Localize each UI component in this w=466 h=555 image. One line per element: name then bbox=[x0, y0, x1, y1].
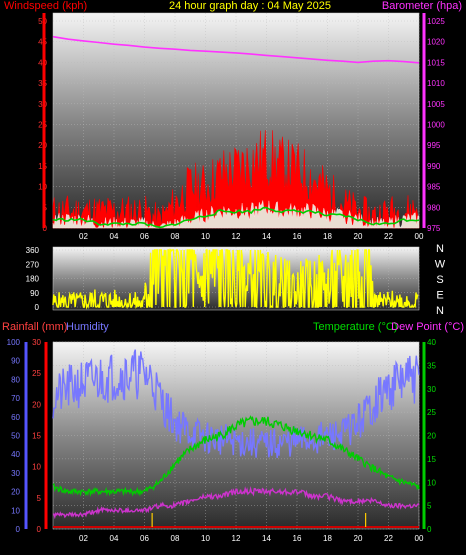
wind-x-tick-label: 14 bbox=[262, 232, 271, 241]
humidity-tick-label: 80 bbox=[11, 375, 20, 384]
wind-x-tick-label: 22 bbox=[384, 232, 393, 241]
rainfall-tick-label: 10 bbox=[32, 463, 41, 472]
temp-x-tick-label: 06 bbox=[140, 534, 149, 543]
wind-x-tick-label: 04 bbox=[110, 232, 119, 241]
windspeed-tick-label: 0 bbox=[43, 224, 48, 233]
temp-x-tick-label: 14 bbox=[262, 534, 271, 543]
humidity-tick-label: 50 bbox=[11, 432, 20, 441]
temperature-line bbox=[52, 415, 420, 497]
barometer-tick-label: 985 bbox=[427, 183, 441, 192]
windspeed-line bbox=[52, 130, 420, 229]
direction-tick-label: 180 bbox=[26, 275, 40, 284]
wind-x-tick-label: 08 bbox=[171, 232, 180, 241]
wind-x-tick-label: 02 bbox=[79, 232, 88, 241]
temperature-tick-label: 0 bbox=[427, 525, 432, 534]
temperature-tick-label: 15 bbox=[427, 455, 436, 464]
temp-x-tick-label: 12 bbox=[232, 534, 241, 543]
humidity-tick-label: 20 bbox=[11, 488, 20, 497]
barometer-tick-label: 1010 bbox=[427, 79, 445, 88]
humidity-tick-label: 40 bbox=[11, 450, 20, 459]
rainfall-tick-label: 15 bbox=[32, 432, 41, 441]
temperature-tick-label: 30 bbox=[427, 385, 436, 394]
temp-x-tick-label: 08 bbox=[171, 534, 180, 543]
temperature-tick-label: 10 bbox=[427, 478, 436, 487]
compass-label: N bbox=[436, 243, 444, 255]
temp-x-tick-label: 20 bbox=[354, 534, 363, 543]
chart-title: 24 hour graph day : 04 May 2025 bbox=[169, 0, 331, 12]
compass-label: N bbox=[436, 305, 444, 317]
wind-x-tick-label: 00 bbox=[415, 232, 424, 241]
humidity-tick-label: 70 bbox=[11, 394, 20, 403]
barometer-tick-label: 975 bbox=[427, 224, 441, 233]
direction-tick-label: 270 bbox=[26, 260, 40, 269]
compass-label: W bbox=[435, 259, 446, 271]
direction-tick-label: 360 bbox=[26, 246, 40, 255]
rainfall-tick-label: 20 bbox=[32, 400, 41, 409]
direction-tick-label: 90 bbox=[30, 289, 39, 298]
wind-x-tick-label: 06 bbox=[140, 232, 149, 241]
wind-x-tick-label: 20 bbox=[354, 232, 363, 241]
humidity-tick-label: 100 bbox=[7, 338, 21, 347]
windspeed-axis-title: Windspeed (kph) bbox=[4, 0, 87, 12]
barometer-line bbox=[52, 35, 420, 64]
humidity-tick-label: 90 bbox=[11, 357, 20, 366]
barometer-axis-title: Barometer (hpa) bbox=[382, 0, 462, 12]
temp-x-tick-label: 22 bbox=[384, 534, 393, 543]
rainfall-tick-label: 25 bbox=[32, 369, 41, 378]
wind-x-tick-label: 16 bbox=[293, 232, 302, 241]
barometer-tick-label: 1005 bbox=[427, 100, 445, 109]
temperature-tick-label: 25 bbox=[427, 408, 436, 417]
wind-x-tick-label: 12 bbox=[232, 232, 241, 241]
barometer-tick-label: 980 bbox=[427, 203, 441, 212]
barometer-tick-label: 1000 bbox=[427, 121, 445, 130]
temperature-tick-label: 40 bbox=[427, 338, 436, 347]
barometer-tick-label: 990 bbox=[427, 162, 441, 171]
temp-x-tick-label: 16 bbox=[293, 534, 302, 543]
wind-direction-line bbox=[52, 248, 419, 310]
humidity-tick-label: 10 bbox=[11, 506, 20, 515]
barometer-tick-label: 995 bbox=[427, 141, 441, 150]
dewpoint-axis-title: Dew Point (°C) bbox=[391, 321, 464, 333]
temperature-tick-label: 5 bbox=[427, 502, 432, 511]
humidity-tick-label: 0 bbox=[16, 525, 21, 534]
humidity-line bbox=[52, 349, 420, 458]
barometer-tick-label: 1015 bbox=[427, 58, 445, 67]
temp-x-tick-label: 18 bbox=[323, 534, 332, 543]
compass-label: S bbox=[436, 274, 443, 286]
temp-x-tick-label: 00 bbox=[415, 534, 424, 543]
temp-x-tick-label: 10 bbox=[201, 534, 210, 543]
temperature-tick-label: 20 bbox=[427, 432, 436, 441]
temperature-tick-label: 35 bbox=[427, 361, 436, 370]
temp-x-tick-label: 04 bbox=[110, 534, 119, 543]
rainfall-tick-label: 5 bbox=[37, 494, 42, 503]
humidity-axis-title: Humidity bbox=[66, 321, 109, 333]
rainfall-axis-title: Rainfall (mm) bbox=[2, 321, 67, 333]
wind-x-tick-label: 10 bbox=[201, 232, 210, 241]
rainfall-tick-label: 30 bbox=[32, 338, 41, 347]
wind-x-tick-label: 18 bbox=[323, 232, 332, 241]
direction-tick-label: 0 bbox=[35, 303, 40, 312]
wind-average-line bbox=[52, 206, 420, 229]
barometer-tick-label: 1025 bbox=[427, 17, 445, 26]
temperature-axis-title: Temperature (°C) bbox=[313, 321, 397, 333]
dewpoint-line bbox=[52, 486, 420, 520]
rainfall-tick-label: 0 bbox=[37, 525, 42, 534]
temp-x-tick-label: 02 bbox=[79, 534, 88, 543]
barometer-tick-label: 1020 bbox=[427, 38, 445, 47]
humidity-tick-label: 30 bbox=[11, 469, 20, 478]
compass-label: E bbox=[436, 290, 443, 302]
humidity-tick-label: 60 bbox=[11, 413, 20, 422]
